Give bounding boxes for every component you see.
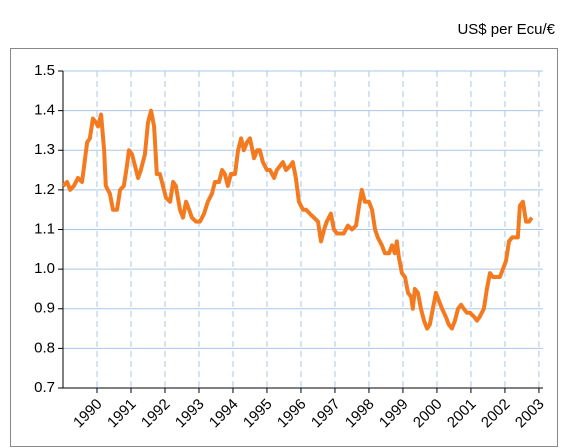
x-tick-label: 1990 (70, 396, 106, 432)
y-tick-label: 1.0 (34, 260, 55, 277)
x-tick-label: 1999 (376, 396, 412, 432)
y-tick-label: 1.1 (34, 220, 55, 237)
y-tick-label: 0.7 (34, 379, 55, 396)
x-tick-label: 2000 (410, 396, 446, 432)
x-tick-label: 2001 (444, 396, 480, 432)
x-tick-label: 1994 (206, 396, 242, 432)
x-tick-label: 2003 (512, 396, 548, 432)
x-tick-label: 1995 (240, 396, 276, 432)
y-tick-label: 0.9 (34, 300, 55, 317)
chart-frame (10, 48, 558, 447)
x-tick-label: 1993 (172, 396, 208, 432)
y-tick-label: 0.8 (34, 339, 55, 356)
y-tick-label: 1.5 (34, 62, 55, 79)
x-tick-label: 1997 (308, 396, 344, 432)
y-tick-label: 1.2 (34, 181, 55, 198)
data-line (61, 108, 534, 331)
x-tick-label: 1996 (274, 396, 310, 432)
x-tick-label: 1992 (138, 396, 174, 432)
x-tick-label: 2002 (478, 396, 514, 432)
x-tick-label: 1998 (342, 396, 378, 432)
y-tick-label: 1.4 (34, 102, 55, 119)
y-tick-label: 1.3 (34, 141, 55, 158)
x-tick-label: 1991 (104, 396, 140, 432)
unit-label: US$ per Ecu/€ (457, 21, 555, 38)
